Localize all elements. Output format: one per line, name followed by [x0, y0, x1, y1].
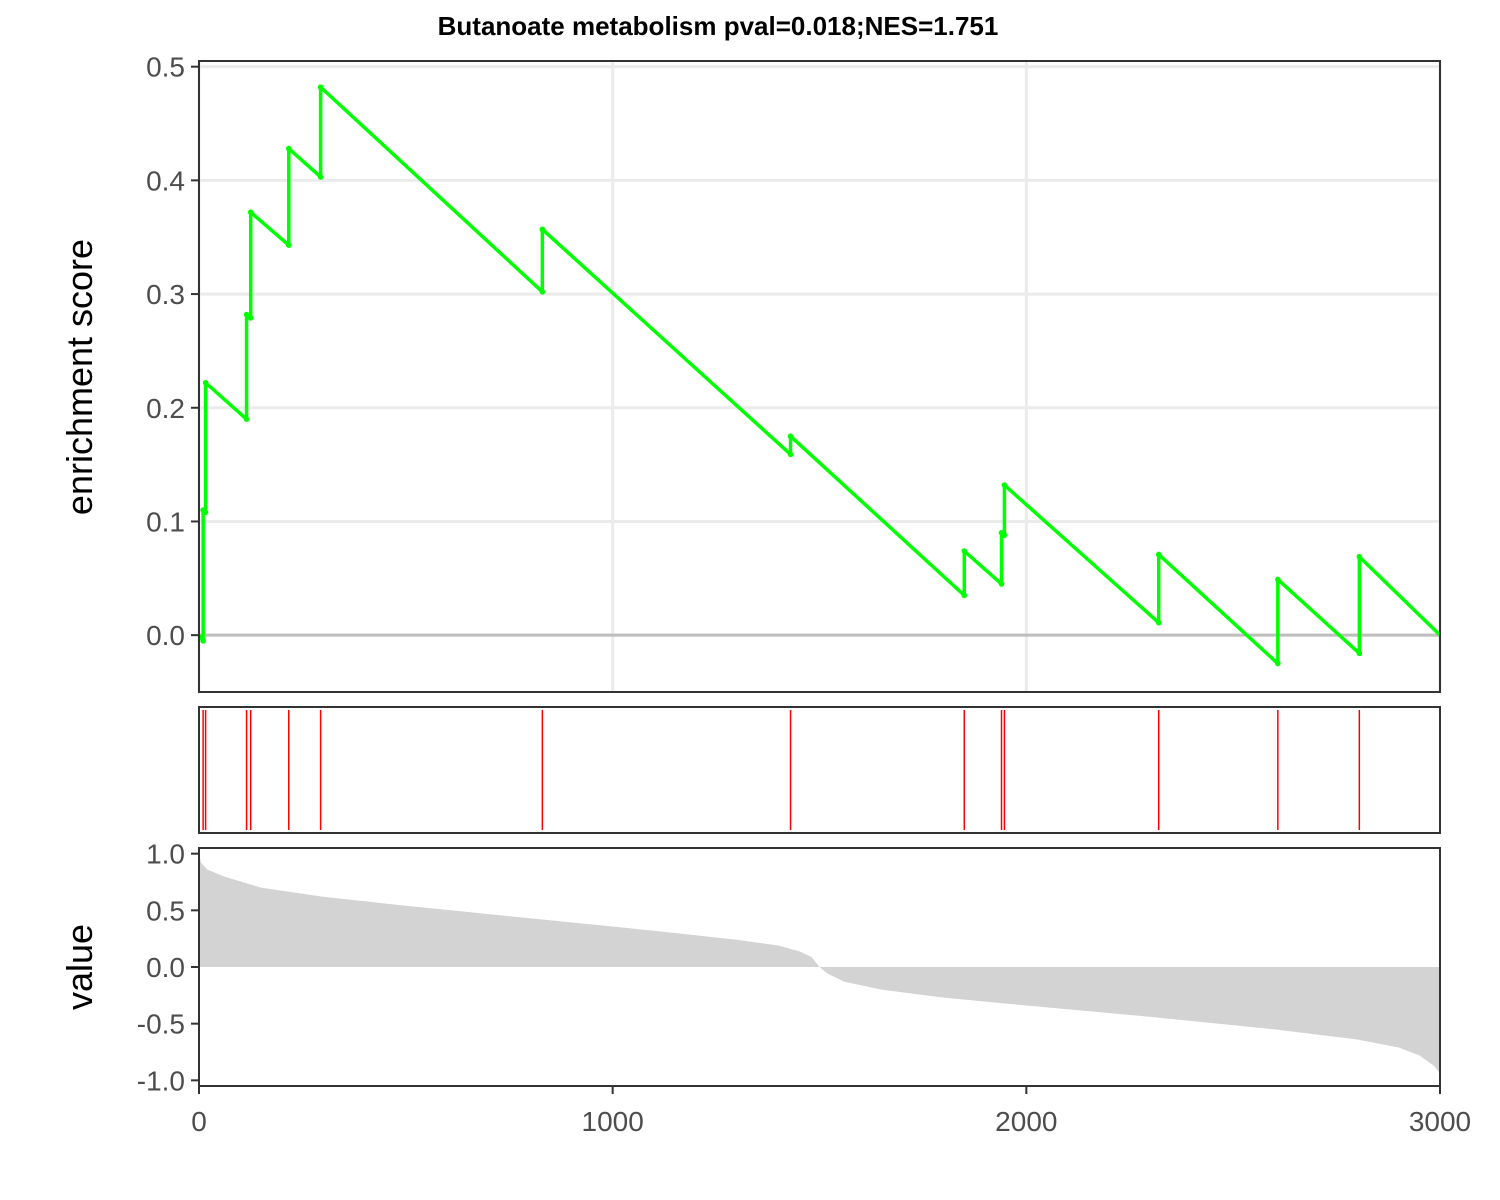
enrichment-point: [998, 581, 1005, 587]
enrichment-point: [1155, 619, 1162, 626]
enrichment-y-axis-title: enrichment score: [59, 239, 100, 515]
enrichment-point: [787, 433, 794, 439]
y-tick-label: 0.2: [146, 393, 185, 424]
x-axis: 0 1000 2000 3000: [191, 1086, 1471, 1137]
enrichment-point: [285, 242, 292, 248]
enrichment-point: [202, 509, 209, 516]
enrichment-point: [1356, 553, 1363, 560]
y-tick-label: 0.0: [146, 952, 185, 983]
enrichment-point: [539, 226, 546, 233]
ranked-y-axis-title: value: [59, 924, 100, 1010]
y-tick-label: 0.5: [146, 52, 185, 83]
enrichment-point: [961, 592, 968, 599]
enrichment-score-panel: 0.0 0.1 0.2 0.3 0.4 0.5 enrichment score: [59, 52, 1442, 693]
y-tick-label: -1.0: [137, 1065, 185, 1096]
y-tick-label: -0.5: [137, 1009, 185, 1040]
enrichment-point: [1275, 576, 1281, 583]
x-tick-label: 3000: [1409, 1106, 1471, 1137]
y-tick-label: 0.1: [146, 506, 185, 537]
enrichment-point: [1275, 660, 1281, 667]
enrichment-point: [202, 379, 209, 386]
y-tick-label: 0.3: [146, 279, 185, 310]
y-tick-label: 0.5: [146, 895, 185, 926]
enrichment-points: [200, 84, 1363, 667]
gene-hits-panel: [198, 706, 1441, 834]
chart-title: Butanoate metabolism pval=0.018;NES=1.75…: [438, 11, 999, 41]
x-tick-label: 2000: [995, 1106, 1057, 1137]
hits-panel-border: [198, 706, 1441, 834]
x-tick-label: 1000: [582, 1106, 644, 1137]
x-tick-label: 0: [191, 1106, 207, 1137]
enrichment-point: [787, 451, 794, 458]
enrichment-point: [317, 174, 324, 180]
y-tick-label: 0.0: [146, 620, 185, 651]
ranked-metric-area: [199, 853, 1440, 1074]
ranked-y-axis: 1.0 0.5 0.0 -0.5 -1.0: [137, 839, 199, 1096]
enrichment-point: [247, 315, 254, 321]
enrichment-point: [247, 209, 254, 216]
enrichment-point: [317, 84, 324, 90]
enrichment-panel-border: [198, 60, 1441, 693]
enrichment-point: [243, 416, 250, 422]
enrichment-point: [1356, 650, 1363, 657]
enrichment-point: [1001, 532, 1008, 538]
ranked-list-panel: 1.0 0.5 0.0 -0.5 -1.0 value: [59, 839, 1441, 1096]
enrichment-point: [1001, 482, 1008, 488]
y-tick-label: 1.0: [146, 839, 185, 870]
enrichment-panel-background: [199, 61, 1440, 692]
enrichment-point: [1155, 551, 1162, 558]
y-tick-label: 0.4: [146, 165, 185, 196]
enrichment-point: [200, 638, 206, 644]
enrichment-point: [961, 548, 968, 554]
enrichment-point: [285, 145, 292, 152]
enrichment-point: [539, 288, 546, 295]
gene-hit-marks: [202, 710, 1361, 830]
hits-panel-background: [199, 707, 1440, 833]
enrichment-y-axis: 0.0 0.1 0.2 0.3 0.4 0.5: [146, 52, 199, 651]
